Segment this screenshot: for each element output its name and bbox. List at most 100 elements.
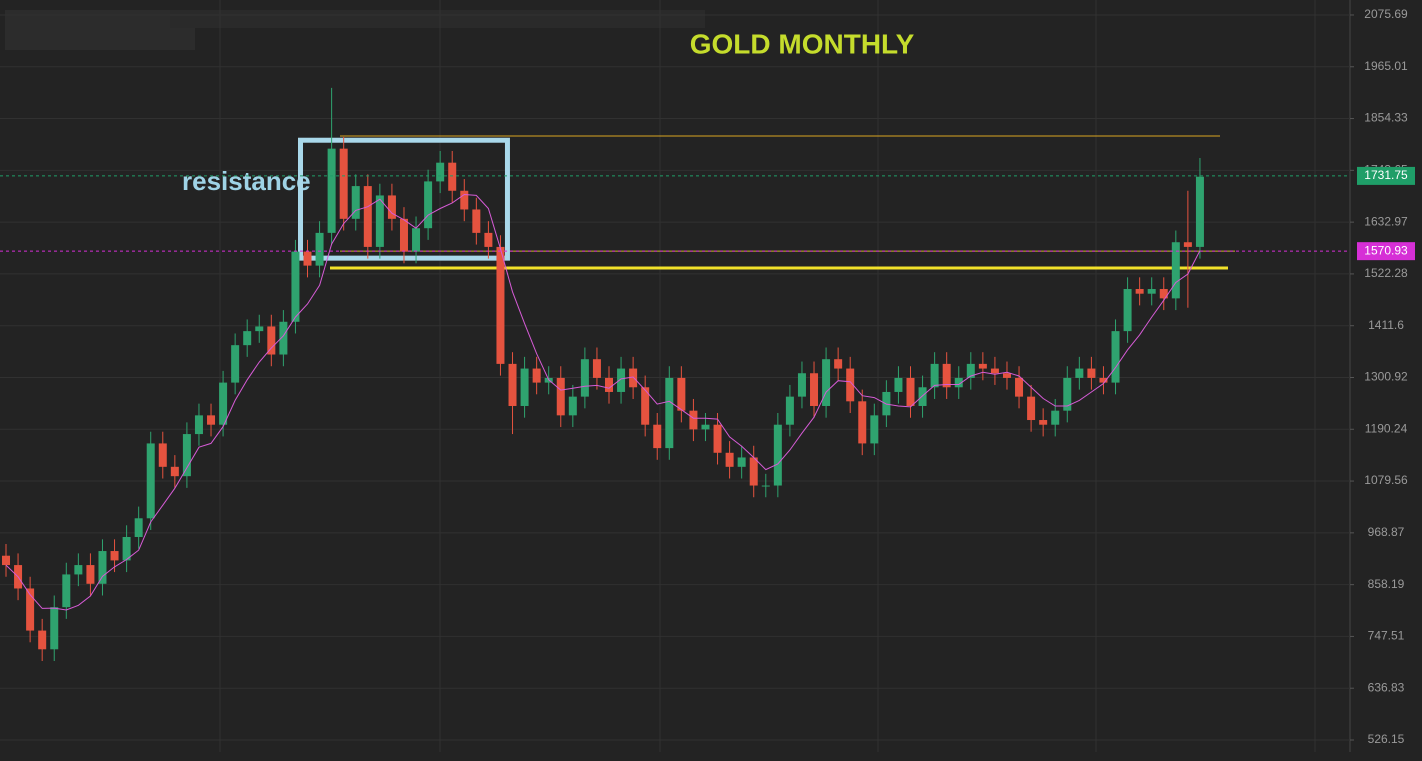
candle-body: [1015, 377, 1024, 397]
candle-body: [822, 359, 831, 406]
candle-body: [62, 574, 71, 608]
price-tag: [1357, 242, 1415, 261]
y-tick-label: 1190.24: [1365, 421, 1408, 435]
candle-body: [605, 377, 613, 392]
candle-body: [725, 452, 734, 467]
candle-body: [617, 368, 626, 392]
candle-body: [436, 162, 445, 182]
candle-body: [122, 537, 131, 561]
candle-body: [1183, 242, 1192, 247]
candle-body: [761, 485, 770, 487]
candle-body: [701, 424, 710, 430]
candle-body: [448, 162, 457, 191]
candle-body: [424, 181, 433, 229]
candle-body: [810, 373, 819, 406]
candle-body: [194, 415, 203, 435]
blurred-header: [170, 10, 705, 28]
candle-body: [592, 359, 601, 378]
y-tick-label: 1079.56: [1364, 473, 1408, 487]
candle-body: [568, 396, 577, 416]
candle-body: [231, 345, 240, 383]
candle-body: [1063, 377, 1072, 411]
candle-body: [641, 387, 650, 425]
y-tick-label: 1632.97: [1364, 214, 1408, 228]
candle-body: [1099, 377, 1108, 383]
candle-body: [182, 434, 191, 477]
annotation: resistance: [182, 166, 311, 196]
candle-body: [243, 331, 252, 346]
candle-body: [2, 555, 10, 566]
y-tick-label: 747.51: [1368, 629, 1405, 643]
candle-body: [846, 368, 855, 402]
candle-body: [520, 368, 529, 406]
candle-body: [737, 457, 746, 467]
candle-body: [713, 424, 722, 453]
candle-body: [532, 368, 541, 383]
candle-body: [460, 190, 469, 210]
candle-body: [363, 186, 372, 247]
y-tick-label: 1522.28: [1364, 266, 1408, 280]
candle-body: [170, 466, 179, 477]
candle-body: [496, 246, 505, 364]
y-tick-label: 526.15: [1368, 732, 1405, 746]
candle-body: [665, 377, 674, 449]
candle-body: [158, 443, 167, 467]
y-tick-label: 1854.33: [1364, 111, 1408, 125]
candle-body: [858, 401, 867, 444]
candle-body: [689, 410, 698, 430]
candle-body: [1171, 242, 1180, 299]
candle-body: [267, 326, 276, 355]
chart-title: GOLD MONTHLY: [690, 28, 915, 59]
candle-body: [785, 396, 794, 425]
candle-body: [834, 359, 843, 369]
price-tag-label: 1570.93: [1364, 243, 1408, 257]
candle-body: [556, 377, 565, 416]
candle-body: [315, 232, 324, 266]
candle-body: [1027, 396, 1036, 421]
candle-body: [1075, 368, 1084, 378]
y-tick-label: 1411.6: [1368, 318, 1404, 332]
candle-body: [677, 377, 686, 411]
candle-body: [1123, 289, 1132, 332]
y-tick-label: 968.87: [1368, 525, 1405, 539]
candle-body: [1135, 289, 1144, 294]
candle-body: [1002, 373, 1011, 378]
blurred-header: [5, 10, 195, 50]
candle-body: [146, 443, 155, 519]
candle-body: [327, 148, 336, 233]
candle-body: [26, 588, 35, 631]
candle-body: [279, 321, 288, 355]
candle-body: [303, 251, 312, 266]
candle-body: [508, 363, 517, 406]
candle-body: [629, 368, 638, 388]
y-tick-label: 636.83: [1368, 680, 1405, 694]
candle-body: [978, 363, 987, 369]
candle-body: [954, 377, 963, 388]
candle-body: [412, 228, 421, 252]
candle-body: [110, 551, 119, 561]
candle-body: [1195, 176, 1204, 247]
candle-body: [351, 186, 360, 219]
candle-body: [1051, 410, 1060, 425]
candle-body: [399, 218, 408, 252]
candle-body: [749, 457, 758, 486]
moving-average: [5, 193, 1201, 611]
candle-body: [870, 415, 879, 444]
candle-body: [930, 363, 939, 388]
candle-body: [906, 377, 915, 406]
candle-body: [207, 415, 216, 425]
candle-body: [1159, 289, 1168, 299]
candle-body: [942, 363, 951, 388]
candle-body: [797, 373, 806, 397]
candle-body: [580, 359, 589, 397]
candle-body: [773, 424, 782, 486]
candle-body: [653, 424, 662, 449]
y-tick-label: 858.19: [1368, 577, 1405, 591]
candle-body: [472, 209, 481, 233]
y-tick-label: 2075.69: [1364, 7, 1408, 21]
candle-body: [74, 565, 83, 575]
candle-body: [387, 195, 396, 219]
